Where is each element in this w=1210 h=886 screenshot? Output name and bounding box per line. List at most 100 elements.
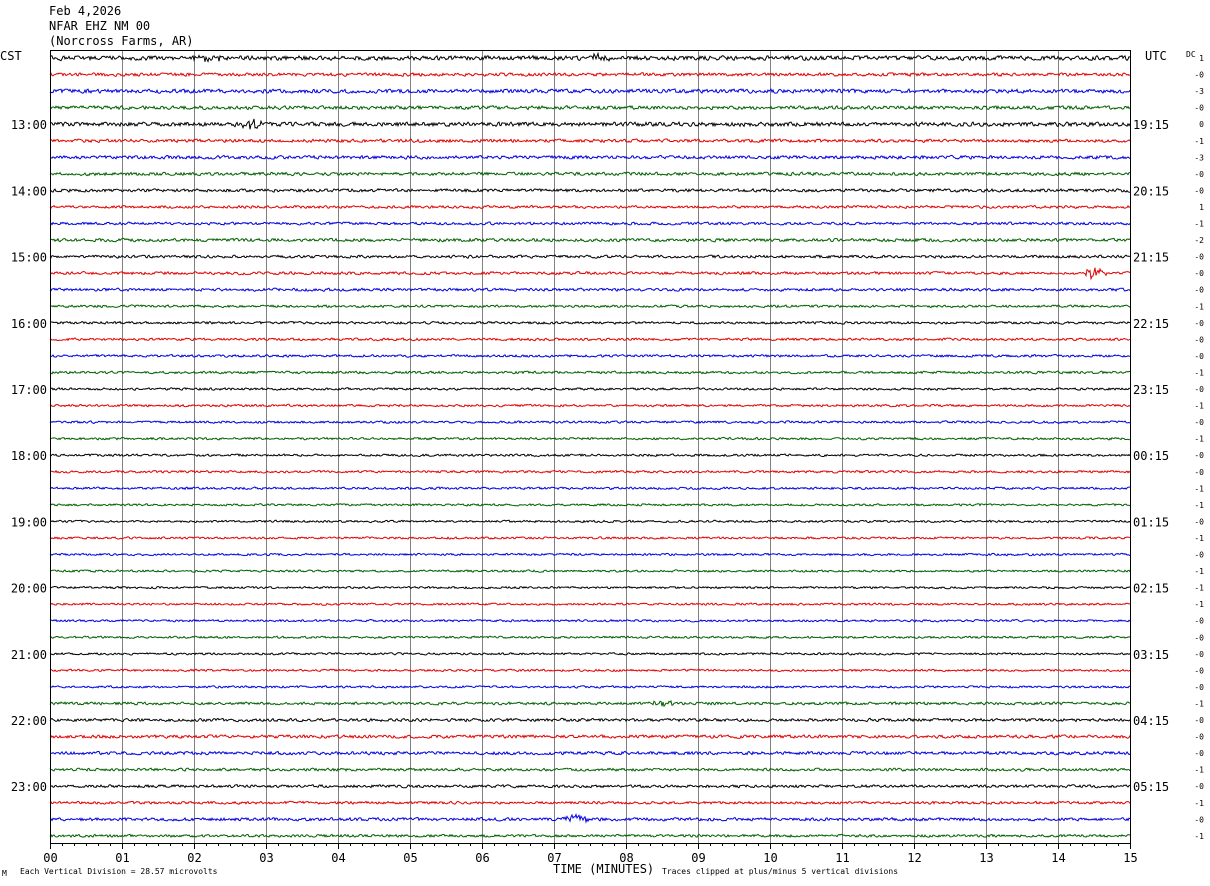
- cst-hour-label: 16:00: [11, 317, 47, 331]
- dc-offset-label: -1: [1194, 402, 1204, 411]
- trace-21: [49, 403, 1131, 408]
- seismic-traces: [49, 51, 1131, 839]
- dc-offset-label: -1: [1194, 137, 1204, 146]
- trace-37: [49, 668, 1131, 673]
- trace-4: [49, 118, 1131, 130]
- time-gridlines: [122, 50, 1059, 843]
- dc-offset-label: -0: [1194, 269, 1204, 278]
- x-tick-label: 08: [619, 851, 633, 865]
- x-tick-label: 03: [259, 851, 273, 865]
- trace-32: [49, 585, 1131, 590]
- dc-offset-label: -0: [1194, 733, 1204, 742]
- utc-hour-label: 02:15: [1133, 582, 1169, 596]
- x-tick-label: 04: [331, 851, 345, 865]
- trace-38: [49, 685, 1131, 689]
- dc-offset-label: -1: [1194, 699, 1204, 708]
- trace-41: [50, 734, 1131, 739]
- trace-42: [49, 750, 1131, 756]
- trace-25: [49, 469, 1131, 474]
- trace-20: [49, 387, 1131, 391]
- trace-18: [49, 353, 1131, 358]
- dc-offset-label: -0: [1194, 633, 1204, 642]
- trace-27: [49, 503, 1131, 507]
- trace-15: [49, 304, 1131, 309]
- trace-39: [49, 699, 1130, 708]
- dc-offset-label: -0: [1194, 186, 1204, 195]
- dc-offset-label: -0: [1194, 551, 1204, 560]
- x-tick-label: 02: [187, 851, 201, 865]
- dc-offset-label: 1: [1199, 203, 1204, 212]
- trace-14: [49, 287, 1131, 292]
- dc-offset-label: -1: [1194, 832, 1204, 841]
- dc-offset-label: -0: [1194, 104, 1204, 113]
- x-tick-label: 15: [1123, 851, 1137, 865]
- station-label: NFAR EHZ NM 00: [49, 19, 150, 33]
- dc-offset-label: -0: [1194, 451, 1204, 460]
- dc-offset-label: -1: [1194, 368, 1204, 377]
- dc-offset-label: -2: [1194, 236, 1204, 245]
- utc-hour-label: 21:15: [1133, 251, 1169, 265]
- dc-offset-label: -1: [1194, 435, 1204, 444]
- cst-hour-label: 23:00: [11, 780, 47, 794]
- trace-29: [49, 536, 1131, 540]
- trace-31: [49, 569, 1131, 573]
- trace-40: [49, 717, 1131, 723]
- trace-10: [49, 221, 1131, 226]
- utc-hour-label: 22:15: [1133, 317, 1169, 331]
- utc-hour-label: 23:15: [1133, 383, 1169, 397]
- trace-46: [49, 812, 1131, 824]
- cst-hour-label: 18:00: [11, 449, 47, 463]
- utc-hour-label: 20:15: [1133, 184, 1169, 198]
- trace-36: [49, 652, 1131, 656]
- trace-28: [49, 519, 1131, 524]
- trace-33: [49, 602, 1131, 606]
- trace-6: [49, 154, 1131, 160]
- plot-frame: [50, 50, 1131, 844]
- x-tick-label: 00: [43, 851, 57, 865]
- trace-43: [49, 767, 1131, 772]
- dc-offset-label: -0: [1194, 170, 1204, 179]
- x-tick-label: 09: [691, 851, 705, 865]
- dc-offset-label: -1: [1194, 220, 1204, 229]
- cst-hour-label: 19:00: [11, 515, 47, 529]
- dc-offset-label: -0: [1194, 335, 1204, 344]
- x-axis-ticks: 00 01 02 03 04 05 06 07 08 09 10 11 12 13 14 15: [43, 843, 1138, 865]
- trace-11: [49, 237, 1131, 243]
- x-tick-label: 11: [835, 851, 849, 865]
- x-tick-label: 10: [763, 851, 777, 865]
- dc-offset-label: -1: [1194, 567, 1204, 576]
- dc-offset-label: -0: [1194, 782, 1204, 791]
- dc-offset-label: -1: [1194, 799, 1204, 808]
- cst-hour-label: 20:00: [11, 582, 47, 596]
- trace-13: [49, 267, 1131, 281]
- dc-offset-label: -1: [1194, 534, 1204, 543]
- trace-9: [49, 204, 1131, 210]
- dc-offset-label: -0: [1194, 385, 1204, 394]
- date-label: Feb 4,2026: [49, 4, 121, 18]
- dc-offset-label: -0: [1194, 319, 1204, 328]
- right-timezone-label: UTC: [1145, 49, 1167, 63]
- dc-offset-label: -0: [1194, 352, 1204, 361]
- dc-offset-label: -0: [1194, 418, 1204, 427]
- trace-30: [49, 552, 1131, 557]
- dc-offset-label: -0: [1194, 749, 1204, 758]
- trace-44: [49, 783, 1131, 789]
- trace-7: [49, 171, 1131, 177]
- dc-offset-label: -0: [1194, 683, 1204, 692]
- trace-8: [49, 187, 1131, 193]
- cst-hour-label: 15:00: [11, 251, 47, 265]
- dc-offset-label: -0: [1194, 253, 1204, 262]
- trace-23: [49, 436, 1131, 441]
- x-tick-label: 12: [907, 851, 921, 865]
- cst-hour-label: 14:00: [11, 184, 47, 198]
- trace-0: [49, 51, 1131, 63]
- trace-34: [49, 618, 1131, 623]
- x-tick-label: 14: [1051, 851, 1065, 865]
- dc-offset-label: -0: [1194, 815, 1204, 824]
- cst-hour-label: 13:00: [11, 118, 47, 132]
- trace-17: [49, 337, 1131, 342]
- dc-offset-label: -1: [1194, 501, 1204, 510]
- dc-offset-label: -1: [1194, 766, 1204, 775]
- x-tick-label: 13: [979, 851, 993, 865]
